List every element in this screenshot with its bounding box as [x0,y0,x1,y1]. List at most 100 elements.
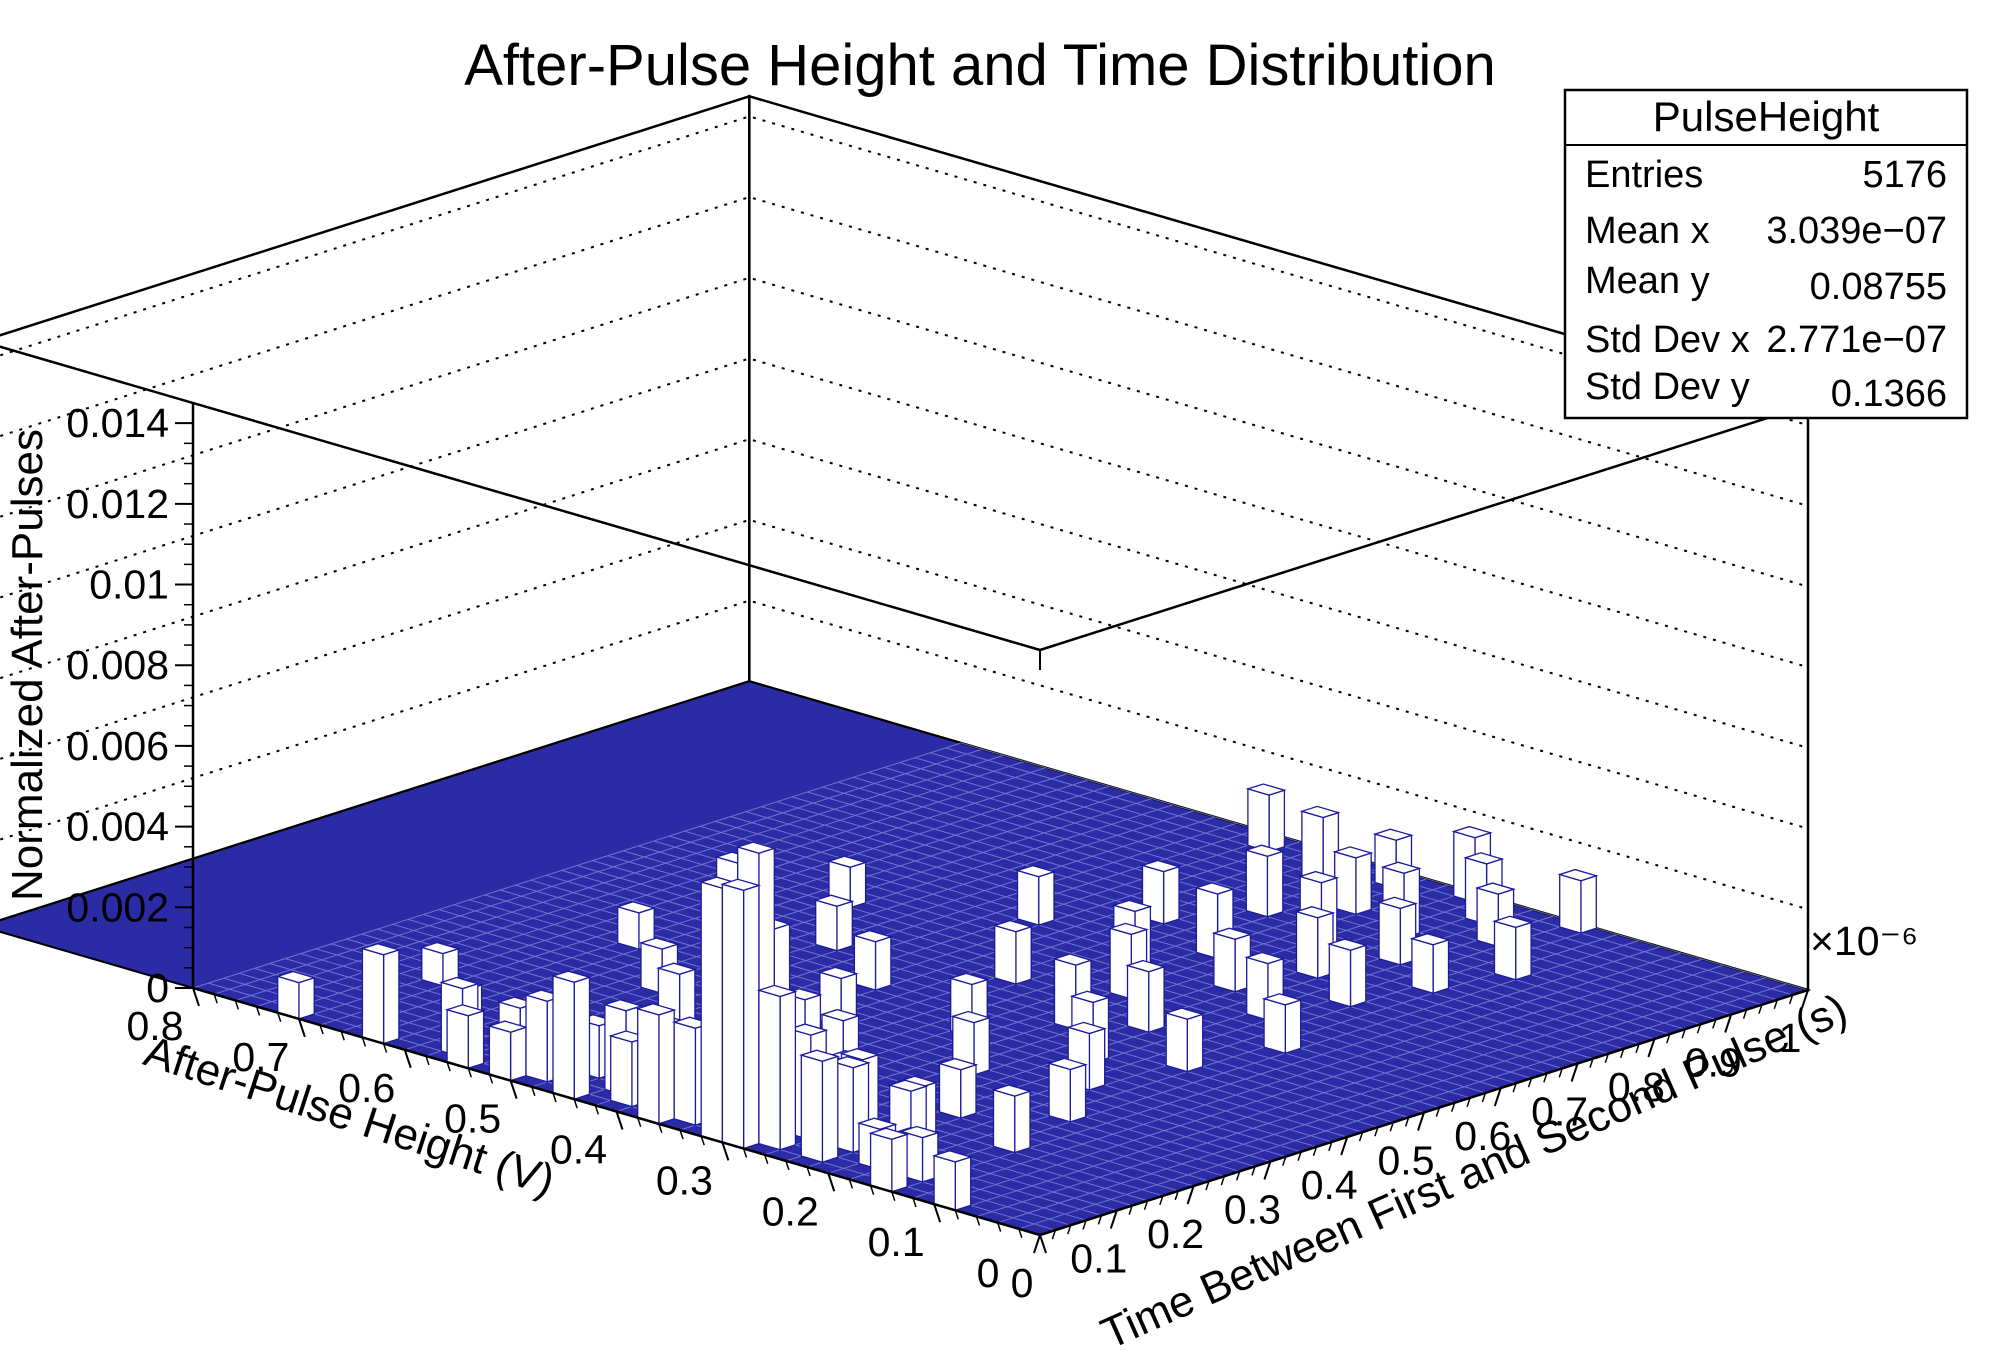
bar-top [1409,933,1451,946]
bar-top [1211,927,1253,940]
stats-value: 3.039e−07 [1766,210,1947,252]
y-tick-label: 0.1 [868,1219,925,1265]
y-minor-tick [1018,1228,1023,1239]
bar-face [1186,1013,1204,1073]
bar-face [1016,869,1040,926]
bar-face [509,1026,527,1082]
bar-top [950,1010,992,1024]
bar-face [1069,1063,1087,1123]
y-minor-tick [636,1117,642,1127]
bar-top [1261,993,1303,1006]
bars [275,783,1599,1212]
stats-value: 0.08755 [1810,266,1947,308]
x-minor-tick [1235,1171,1241,1181]
y-minor-tick [552,1092,557,1103]
x-minor-tick [1527,1077,1533,1088]
bar [550,970,592,1101]
y-tick-label: 0.4 [550,1127,607,1173]
bar-top [899,1125,941,1139]
x-minor-tick [1404,1117,1410,1127]
bar-top [602,999,644,1012]
z-tick-label: 0.014 [66,400,169,446]
grid-line [0,276,1809,588]
x-minor-tick [1358,1131,1364,1142]
bar-face [1493,920,1517,981]
bar-top [444,1004,486,1017]
bar-face [960,1063,977,1119]
bar [615,901,657,951]
x-minor-tick [1619,1048,1625,1059]
x-minor-tick [1666,1033,1671,1044]
bar-top [1046,1057,1088,1071]
bar-face [446,1008,469,1070]
bar-top [852,929,894,943]
x-minor-tick [1051,1229,1057,1240]
bar-face [1432,939,1450,995]
y-minor-tick [869,1185,875,1195]
bar [1492,915,1534,981]
bar-top [991,1084,1033,1097]
bar-top [720,878,762,891]
stats-label: Std Dev x [1585,319,1750,361]
bar [275,970,317,1020]
bar-face [1559,873,1582,934]
bar-face [1349,944,1367,1008]
x-minor-tick [1696,1024,1702,1034]
x-tick-label: 0 [1011,1260,1034,1306]
bar-face [994,924,1017,985]
bar [991,1084,1033,1154]
bar-face [552,975,575,1101]
y-minor-tick [848,1179,854,1189]
x-minor-tick [1067,1224,1072,1235]
y-minor-tick [975,1216,981,1226]
y-minor-tick [912,1197,917,1208]
y-minor-tick [298,1018,303,1029]
stats-value: 5176 [1862,154,1947,196]
bar-top [615,901,657,914]
bar [1245,783,1287,853]
bar-face [637,1007,660,1125]
bar-face [1334,850,1357,916]
y-minor-tick [742,1148,748,1158]
bar-face [298,976,315,1020]
y-minor-tick [382,1043,388,1053]
bar-face [673,1021,697,1126]
bar-face [821,1055,839,1164]
bar [931,1150,973,1212]
bar-face [1088,1027,1106,1091]
z-tick-label: 0.01 [89,562,169,608]
x-axis-multiplier: ×10⁻⁶ [1810,918,1918,964]
bar-face [1162,865,1180,925]
x-tick-label: 0.6 [1454,1113,1511,1159]
bar-face [1411,937,1434,995]
x-minor-tick [1589,1058,1594,1068]
bar-top [1376,896,1418,910]
bar-top [787,1023,829,1036]
bar [1046,1057,1088,1123]
y-minor-tick [764,1154,769,1164]
bar-face [874,935,892,991]
bar [1327,938,1369,1008]
bar [937,1057,979,1119]
bar [1376,896,1418,966]
bar-top [1297,870,1340,884]
stats-title: PulseHeight [1653,93,1880,140]
bar-top [656,962,698,975]
bar-top [1332,846,1374,859]
y-minor-tick [806,1166,811,1177]
bar-top [1244,844,1286,857]
x-minor-tick [1374,1126,1379,1137]
bar-face [891,1133,908,1193]
y-minor-tick [488,1074,494,1084]
bar-top [1125,959,1167,973]
bar-face [1284,999,1302,1055]
bar [1244,951,1286,1021]
y-minor-tick [276,1012,282,1022]
bar-top [1372,828,1414,841]
bar-top [1299,805,1341,819]
y-minor-tick [467,1068,472,1078]
x-minor-tick [1251,1166,1256,1176]
y-tick-mark [1039,1234,1047,1254]
bar-face [1015,925,1032,985]
stats-label: Mean x [1585,210,1710,252]
